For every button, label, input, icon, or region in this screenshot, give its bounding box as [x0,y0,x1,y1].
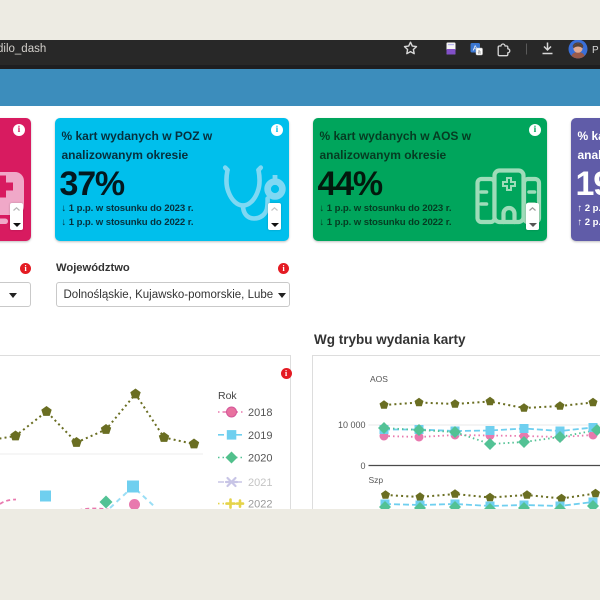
svg-text:2019: 2019 [248,430,272,442]
svg-text:AOS: AOS [370,374,388,384]
svg-text:2022: 2022 [248,499,272,511]
svg-text:Szp: Szp [369,475,384,485]
svg-text:a: a [478,50,482,56]
svg-text:2018: 2018 [248,407,272,419]
svg-text:Rok: Rok [218,390,237,402]
svg-text:0: 0 [360,461,365,471]
svg-text:2021: 2021 [248,477,272,489]
svg-text:10 000: 10 000 [338,420,366,430]
svg-text:P: P [592,45,599,56]
svg-text:A: A [473,44,478,53]
svg-text:2020: 2020 [248,453,272,465]
